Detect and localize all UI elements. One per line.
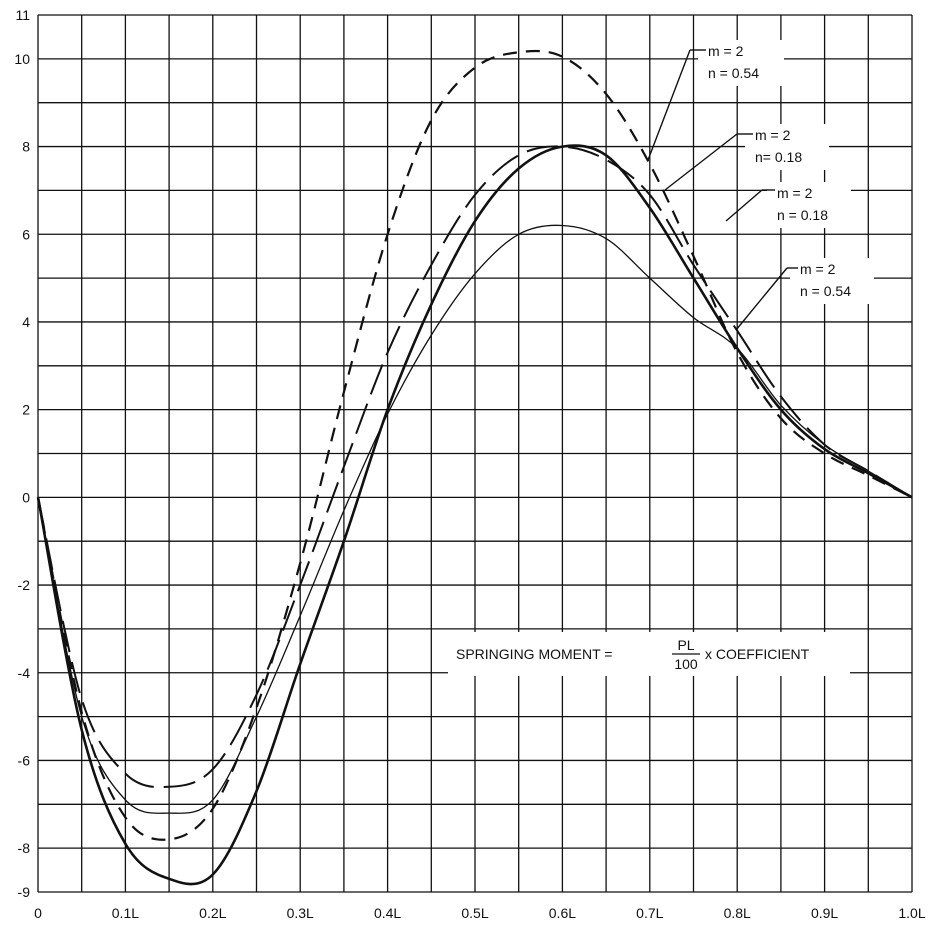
- callout-background: [698, 40, 784, 86]
- callout-leader-line: [664, 133, 738, 191]
- y-tick-label: -4: [18, 665, 31, 681]
- x-tick-label: 0: [34, 905, 42, 921]
- x-tick-label: 0.2L: [199, 905, 226, 921]
- annotations-layer: m = 2n = 0.54m = 2n= 0.18m = 2n = 0.18m …: [647, 40, 874, 331]
- x-tick-label: 0.7L: [636, 905, 663, 921]
- formula-prefix: SPRINGING MOMENT =: [456, 646, 612, 662]
- y-tick-label: 6: [22, 226, 30, 242]
- callout-line2: n = 0.54: [800, 283, 851, 299]
- callout-label: m = 2 n= 0.18: [664, 124, 829, 191]
- x-tick-label: 1.0L: [898, 905, 925, 921]
- series-line-solid-thin: [37, 224, 913, 814]
- x-tick-label: 0.1L: [112, 905, 139, 921]
- formula-numerator: PL: [677, 637, 694, 653]
- x-tick-label: 0.3L: [287, 905, 314, 921]
- y-tick-label: 2: [22, 402, 30, 418]
- y-tick-label: 10: [14, 51, 30, 67]
- callout-background: [790, 258, 874, 304]
- x-tick-label: 0.4L: [374, 905, 401, 921]
- y-tick-label: -2: [18, 577, 31, 593]
- y-tick-label: 8: [22, 139, 30, 155]
- callout-leader-line: [735, 267, 788, 331]
- y-tick-label: 4: [22, 314, 30, 330]
- callout-line1: m = 2: [755, 127, 791, 143]
- series-layer: [36, 49, 913, 886]
- callout-line2: n= 0.18: [755, 149, 802, 165]
- formula-background: [448, 632, 850, 676]
- y-tick-label: 0: [22, 489, 30, 505]
- x-tick-label: 0.6L: [549, 905, 576, 921]
- callout-label: m = 2 n = 0.54: [735, 258, 874, 331]
- formula-suffix: x COEFFICIENT: [705, 646, 810, 662]
- y-tick-label: -8: [18, 840, 31, 856]
- callout-line1: m = 2: [708, 43, 744, 59]
- formula-box: SPRINGING MOMENT = PL 100 x COEFFICIENT: [448, 632, 850, 676]
- callout-label: m = 2 n = 0.54: [647, 40, 784, 161]
- callout-leader-line: [725, 189, 763, 222]
- series-line-dashed-short: [36, 49, 913, 841]
- callout-line2: n = 0.54: [708, 65, 759, 81]
- callout-leader-line: [647, 49, 691, 161]
- callout-line1: m = 2: [800, 261, 836, 277]
- callout-label: m = 2 n = 0.18: [725, 182, 851, 228]
- callout-line2: n = 0.18: [777, 207, 828, 223]
- series-line-dashed-long: [37, 145, 913, 789]
- tick-labels: 0 0.1L 0.2L 0.3L 0.4L 0.5L 0.6L 0.7L 0.8L 0.9L 1.0…: [14, 7, 925, 921]
- x-tick-label: 0.9L: [811, 905, 838, 921]
- y-tick-label: -6: [18, 752, 31, 768]
- y-tick-label: 11: [15, 7, 30, 23]
- callout-background: [745, 124, 829, 170]
- x-tick-label: 0.5L: [461, 905, 488, 921]
- callout-background: [767, 182, 851, 228]
- callout-line1: m = 2: [777, 185, 813, 201]
- y-tick-label: -9: [18, 884, 31, 900]
- formula-denominator: 100: [674, 656, 698, 672]
- x-tick-label: 0.8L: [724, 905, 751, 921]
